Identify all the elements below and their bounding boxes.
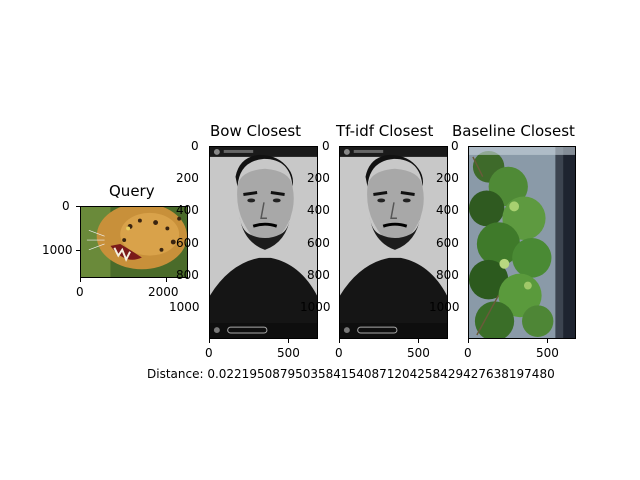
- tfidf-image: [339, 146, 448, 339]
- baseline-y-tick-800: 800: [436, 268, 459, 282]
- baseline-y-tick-200: 200: [436, 171, 459, 185]
- tfidf-y-tick-1000: 1000: [300, 300, 331, 314]
- tfidf-title: Tf-idf Closest: [336, 122, 434, 140]
- baseline-title: Baseline Closest: [452, 122, 575, 140]
- bow-title: Bow Closest: [210, 122, 302, 140]
- baseline-x-tick-500: 500: [536, 346, 559, 360]
- tfidf-y-tick-400: 400: [307, 203, 330, 217]
- baseline-image: [468, 146, 576, 339]
- baseline-y-tick-600: 600: [436, 236, 459, 250]
- baseline-x-tick-0: 0: [464, 346, 472, 360]
- bow-x-tick-0: 0: [205, 346, 213, 360]
- tfidf-y-tick-0: 0: [322, 139, 330, 153]
- tfidf-y-tick-600: 600: [307, 236, 330, 250]
- baseline-y-tick-0: 0: [451, 139, 459, 153]
- query-y-tick-1000: 1000: [42, 243, 73, 257]
- tfidf-x-tick-500: 500: [407, 346, 430, 360]
- baseline-y-tick-1000: 1000: [429, 300, 460, 314]
- bow-y-tick-600: 600: [176, 236, 199, 250]
- query-x-tick-2000: 2000: [148, 285, 179, 299]
- bow-image: [209, 146, 318, 339]
- distance-labels: Distance: 0.0221950879503584154087120425…: [147, 367, 555, 381]
- tfidf-x-tick-0: 0: [335, 346, 343, 360]
- query-title: Query: [109, 182, 155, 200]
- bow-y-tick-400: 400: [176, 203, 199, 217]
- bow-y-tick-200: 200: [176, 171, 199, 185]
- bow-x-tick-500: 500: [277, 346, 300, 360]
- bow-y-tick-1000: 1000: [169, 300, 200, 314]
- tfidf-y-tick-200: 200: [307, 171, 330, 185]
- query-x-tick-0: 0: [76, 285, 84, 299]
- query-y-tick-0: 0: [62, 199, 70, 213]
- baseline-y-tick-400: 400: [436, 203, 459, 217]
- bow-y-tick-0: 0: [191, 139, 199, 153]
- query-image: [80, 206, 188, 278]
- tfidf-y-tick-800: 800: [307, 268, 330, 282]
- bow-y-tick-800: 800: [176, 268, 199, 282]
